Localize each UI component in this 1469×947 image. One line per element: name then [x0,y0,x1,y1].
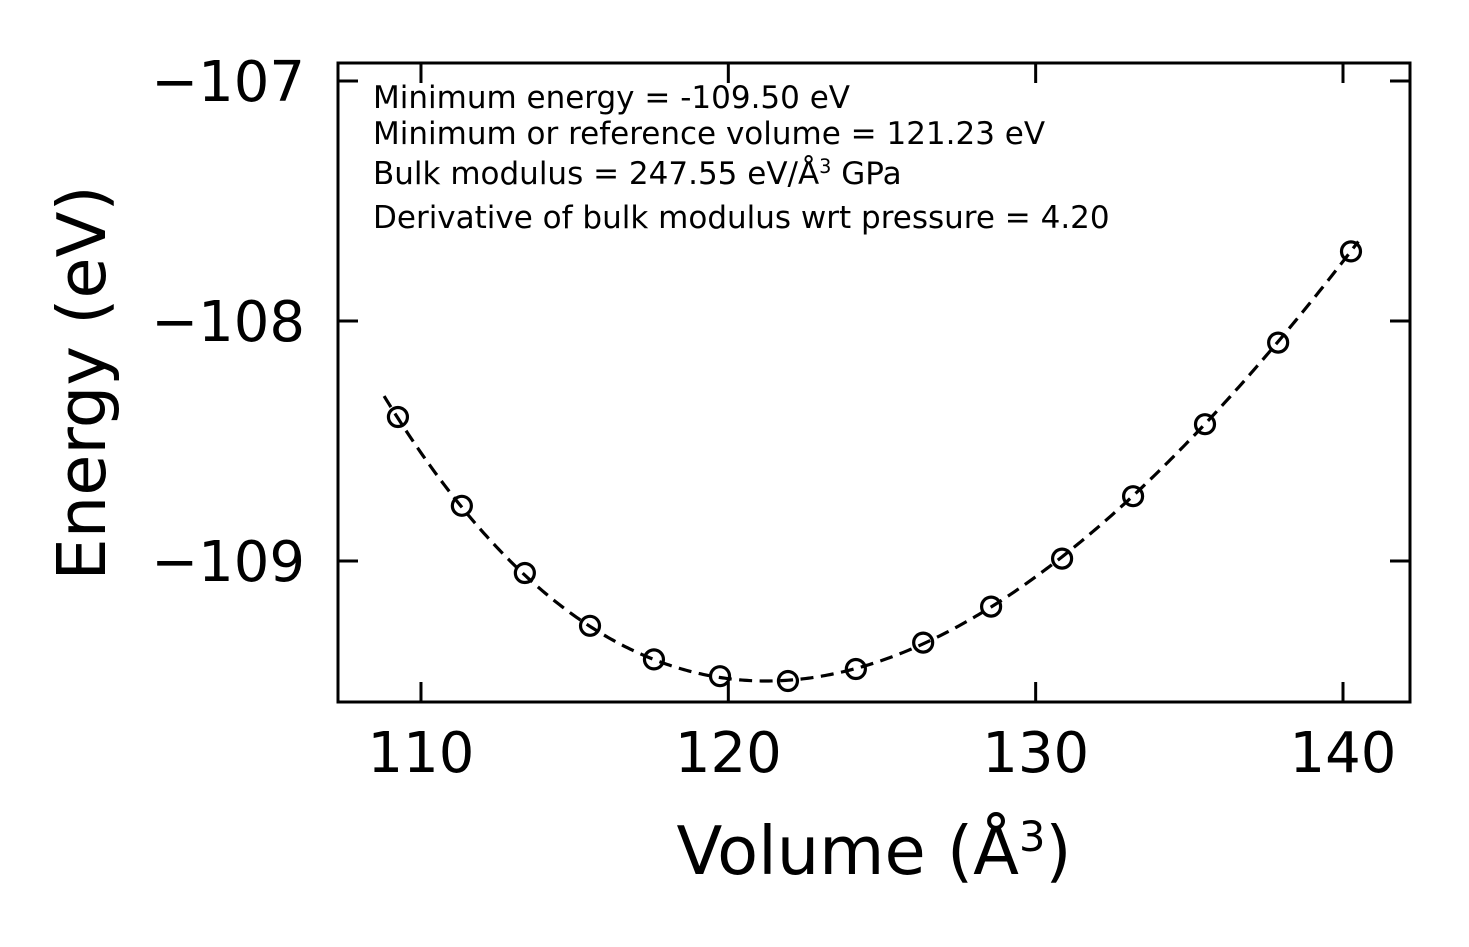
fit-curve [382,240,1360,683]
x-tick-label: 120 [675,721,782,786]
y-axis-label: Energy (eV) [43,185,121,581]
data-point-marker [450,494,473,517]
data-point-marker [1121,485,1145,508]
x-axis-label-text: Volume (Å [676,812,1019,890]
fit-results-annotation: Minimum energy = -109.50 eV Minimum or r… [373,80,1110,236]
data-point-marker [578,614,602,637]
annotation-bulk-modulus-text: Bulk modulus = 247.55 eV/Å [373,156,820,192]
x-tick-label: 130 [982,721,1089,786]
data-point-marker [776,669,800,693]
x-tick-label: 140 [1290,721,1397,786]
y-tick-label: −109 [151,530,305,595]
data-point-marker [1050,547,1074,570]
plot-border [336,61,1412,704]
annotation-min-energy: Minimum energy = -109.50 eV [373,80,851,116]
data-point-marker [1339,240,1363,263]
data-point-marker [386,405,410,429]
annotation-bulk-modulus: Bulk modulus = 247.55 eV/Å3 GPa [373,156,1110,192]
y-tick-label: −107 [151,50,305,115]
x-axis-label-superscript: 3 [1018,812,1046,862]
annotation-bulk-modulus-superscript: 3 [819,155,832,179]
x-tick-label: 110 [368,721,475,786]
x-axis-label: Volume (Å3) [676,812,1071,890]
data-point-marker [1267,331,1290,354]
data-point-marker [912,631,935,654]
data-point-marker [844,657,867,681]
data-point-marker [1193,413,1217,436]
annotation-bulk-modulus-unit: GPa [831,156,902,192]
data-point-marker [642,648,666,671]
x-axis-label-close: ) [1045,812,1072,890]
data-point-marker [513,561,536,585]
y-tick-label: −108 [151,290,305,355]
annotation-bulk-modulus-derivative: Derivative of bulk modulus wrt pressure … [373,200,1110,236]
data-point-marker [708,665,732,688]
data-point-marker [979,595,1003,618]
annotation-min-volume: Minimum or reference volume = 121.23 eV [373,116,1046,152]
